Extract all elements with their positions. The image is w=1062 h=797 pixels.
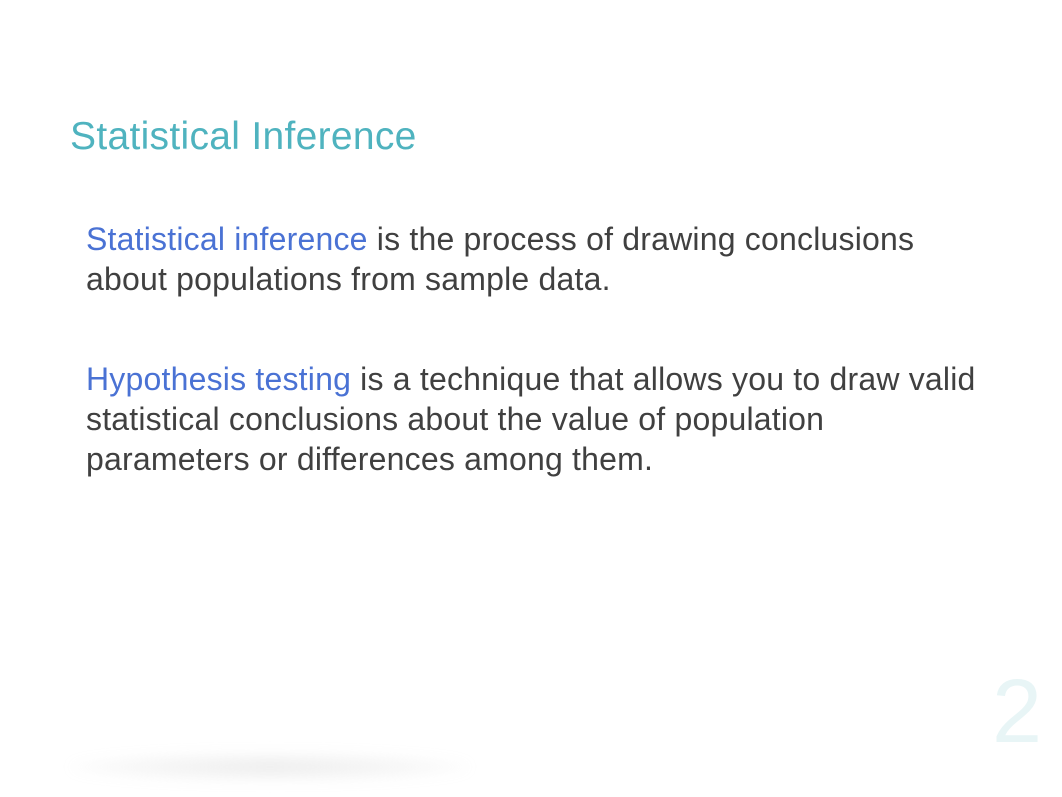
paragraph-2-text: Hypothesis testing is a technique that a… bbox=[86, 359, 992, 479]
term-statistical-inference: Statistical inference bbox=[86, 221, 368, 257]
slide-container: Statistical Inference Statistical infere… bbox=[0, 0, 1062, 797]
slide-title: Statistical Inference bbox=[70, 115, 992, 159]
term-hypothesis-testing: Hypothesis testing bbox=[86, 361, 351, 397]
paragraph-1-text: Statistical inference is the process of … bbox=[86, 219, 992, 299]
paragraph-1: Statistical inference is the process of … bbox=[70, 219, 992, 299]
page-number: 2 bbox=[992, 667, 1042, 757]
paragraph-2: Hypothesis testing is a technique that a… bbox=[70, 359, 992, 479]
footer-copyright-blur bbox=[70, 753, 470, 781]
